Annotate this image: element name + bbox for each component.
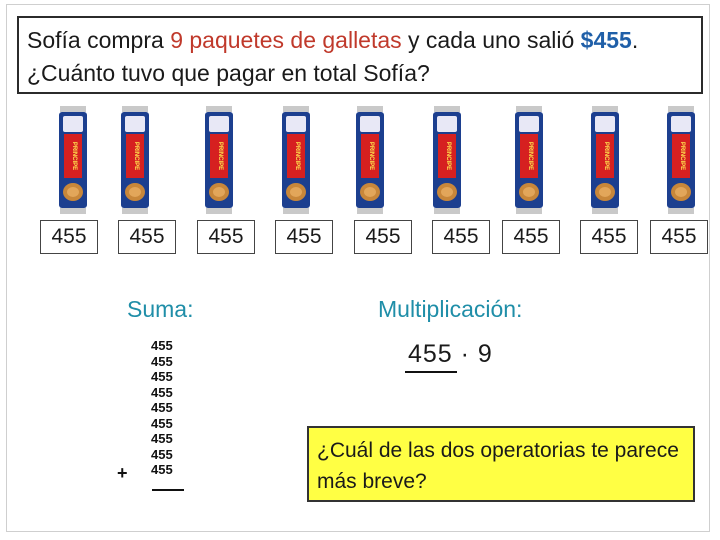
price-label: 455 [650, 220, 708, 254]
addend: 455 [151, 462, 173, 477]
multiplication-heading: Multiplicación: [378, 296, 523, 322]
addend: 455 [151, 415, 173, 431]
sum-column: 455 455 455 455 455 455 455 455 455 [151, 338, 191, 478]
cookie-pack-image: PRINCIPE [433, 106, 461, 214]
addend: 455 [151, 353, 173, 369]
cookie-pack-image: PRINCIPE [356, 106, 384, 214]
price-label: 455 [275, 220, 333, 254]
question-text: y cada uno salió [401, 27, 581, 53]
pack-brand-text: PRINCIPE [217, 142, 223, 170]
sum-heading: Suma: [127, 296, 194, 322]
price-label: 455 [502, 220, 560, 254]
sum-result-line [152, 489, 184, 491]
pack-brand-text: PRINCIPE [679, 142, 685, 170]
question-text: . [631, 27, 639, 53]
question-box: Sofía compra 9 paquetes de galletas y ca… [17, 16, 703, 94]
addend: 455 [151, 431, 173, 446]
multiplication-result-line [405, 371, 457, 373]
price-label: 455 [40, 220, 98, 254]
slide-frame [6, 4, 710, 532]
price-label: 455 [197, 220, 255, 254]
plus-sign: + [117, 463, 128, 483]
pack-brand-text: PRINCIPE [294, 142, 300, 170]
question-line-2: ¿Cuánto tuvo que pagar en total Sofía? [27, 60, 430, 86]
question-text: Sofía compra [27, 27, 171, 53]
cookie-pack-image: PRINCIPE [282, 106, 310, 214]
pack-brand-text: PRINCIPE [445, 142, 451, 170]
cookie-pack-image: PRINCIPE [515, 106, 543, 214]
pack-brand-text: PRINCIPE [603, 142, 609, 170]
addend: 455 [151, 369, 173, 384]
addend: 455 [151, 400, 173, 415]
pack-brand-text: PRINCIPE [368, 142, 374, 170]
pack-brand-text: PRINCIPE [133, 142, 139, 170]
cookie-pack-image: PRINCIPE [59, 106, 87, 214]
pack-brand-text: PRINCIPE [527, 142, 533, 170]
cookie-pack-image: PRINCIPE [667, 106, 695, 214]
price-label: 455 [580, 220, 638, 254]
callout-box: ¿Cuál de las dos operatorias te parece m… [307, 426, 695, 502]
pack-brand-text: PRINCIPE [71, 142, 77, 170]
cookie-packs-row: PRINCIPE PRINCIPE PRINCIPE PRINCIPE [0, 106, 720, 216]
addend: 455 [151, 446, 173, 462]
cookie-pack-image: PRINCIPE [205, 106, 233, 214]
highlight-price: $455 [580, 27, 632, 53]
price-label: 455 [118, 220, 176, 254]
addend: 455 [151, 338, 173, 353]
highlight-quantity: 9 paquetes de galletas [170, 27, 402, 53]
price-label: 455 [432, 220, 490, 254]
multiplication-expression: 455 · 9 [408, 340, 493, 368]
addend: 455 [151, 384, 173, 400]
price-label: 455 [354, 220, 412, 254]
cookie-pack-image: PRINCIPE [121, 106, 149, 214]
question-line-1: Sofía compra 9 paquetes de galletas y ca… [27, 24, 695, 57]
cookie-pack-image: PRINCIPE [591, 106, 619, 214]
